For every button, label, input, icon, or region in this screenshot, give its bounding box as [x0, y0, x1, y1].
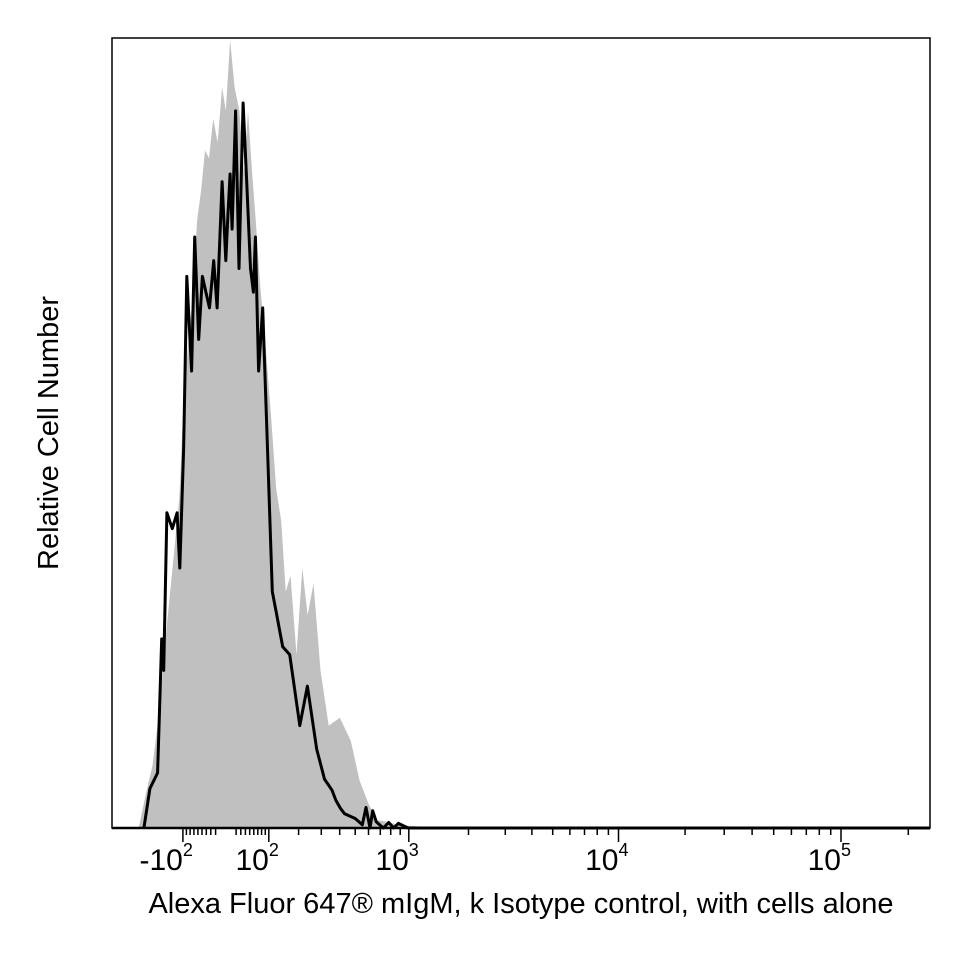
x-tick-label: 103	[375, 840, 418, 877]
filled-histogram-series	[138, 40, 930, 828]
x-tick-label: 105	[808, 840, 851, 877]
x-tick-label: 102	[236, 840, 279, 877]
x-axis-title: Alexa Fluor 647® mIgM, k Isotype control…	[148, 888, 893, 920]
y-axis-title: Relative Cell Number	[33, 296, 65, 570]
x-axis-tick-labels: -102 102 103 104 105	[140, 840, 851, 877]
x-axis-ticks	[182, 828, 910, 842]
x-tick-label: 104	[585, 840, 628, 877]
x-tick-label: -102	[140, 840, 193, 877]
